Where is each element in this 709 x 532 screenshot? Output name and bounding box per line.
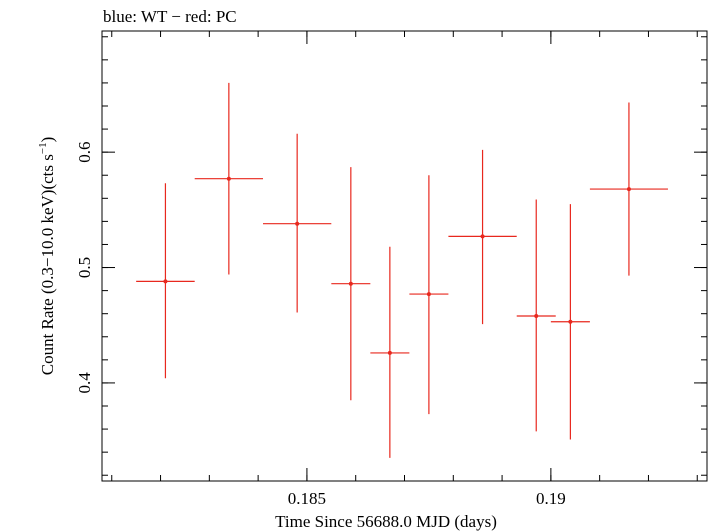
data-point [331,167,371,401]
point-marker [295,221,300,226]
point-marker [534,314,539,318]
plot-frame [101,30,708,482]
point-marker [426,292,431,297]
data-points [136,82,668,458]
data-point [370,246,410,458]
axis-tick-labels: 0.185 0.19 0.4 0.5 0.6 [75,142,566,508]
axis-major-ticks [102,31,707,481]
y-axis-label-main: Count Rate (0.3−10.0 keV)(cts s [38,154,57,375]
y-axis-label-tail: ) [38,137,57,143]
axis-minor-ticks [102,31,707,481]
y-tick-label: 0.5 [75,257,94,278]
data-point [516,199,556,432]
data-point [263,133,332,313]
y-axis-label-exponent: −1 [37,142,49,154]
data-point [136,183,195,379]
x-axis-label: Time Since 56688.0 MJD (days) [275,512,497,531]
point-marker [480,234,485,239]
y-axis-label: Count Rate (0.3−10.0 keV)(cts s−1) [37,137,57,376]
y-tick-label: 0.4 [75,372,94,394]
point-marker [226,176,231,181]
data-point [589,102,668,276]
chart-title: blue: WT − red: PC [103,7,237,26]
data-point [194,82,264,275]
point-marker [626,187,631,192]
point-marker [387,350,392,355]
x-tick-label: 0.185 [288,489,326,508]
x-tick-label: 0.19 [536,489,566,508]
y-tick-label: 0.6 [75,142,94,163]
point-marker [163,279,168,284]
data-point [409,175,449,415]
data-point [448,149,517,325]
point-marker [568,319,573,324]
point-marker [348,281,353,286]
data-point [550,204,590,440]
